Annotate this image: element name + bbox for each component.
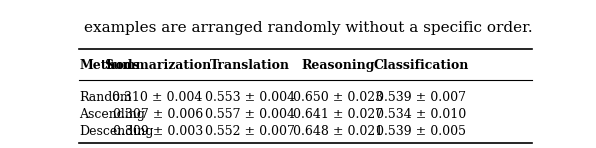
Text: Descending: Descending: [79, 125, 154, 138]
Text: Ascending: Ascending: [79, 108, 145, 121]
Text: Summarization: Summarization: [104, 59, 211, 72]
Text: 0.539 ± 0.007: 0.539 ± 0.007: [376, 91, 466, 104]
Text: 0.553 ± 0.004: 0.553 ± 0.004: [205, 91, 295, 104]
Text: 0.650 ± 0.023: 0.650 ± 0.023: [293, 91, 383, 104]
Text: Classification: Classification: [373, 59, 468, 72]
Text: 0.310 ± 0.004: 0.310 ± 0.004: [113, 91, 203, 104]
Text: 0.641 ± 0.027: 0.641 ± 0.027: [293, 108, 383, 121]
Text: Random: Random: [79, 91, 132, 104]
Text: 0.539 ± 0.005: 0.539 ± 0.005: [376, 125, 466, 138]
Text: 0.307 ± 0.006: 0.307 ± 0.006: [113, 108, 203, 121]
Text: 0.648 ± 0.021: 0.648 ± 0.021: [293, 125, 383, 138]
Text: 0.557 ± 0.004: 0.557 ± 0.004: [205, 108, 295, 121]
Text: Translation: Translation: [210, 59, 290, 72]
Text: 0.534 ± 0.010: 0.534 ± 0.010: [376, 108, 466, 121]
Text: Methods: Methods: [79, 59, 139, 72]
Text: Reasoning: Reasoning: [301, 59, 374, 72]
Text: 0.552 ± 0.007: 0.552 ± 0.007: [205, 125, 295, 138]
Text: examples are arranged randomly without a specific order.: examples are arranged randomly without a…: [83, 21, 532, 35]
Text: 0.309 ± 0.003: 0.309 ± 0.003: [113, 125, 203, 138]
